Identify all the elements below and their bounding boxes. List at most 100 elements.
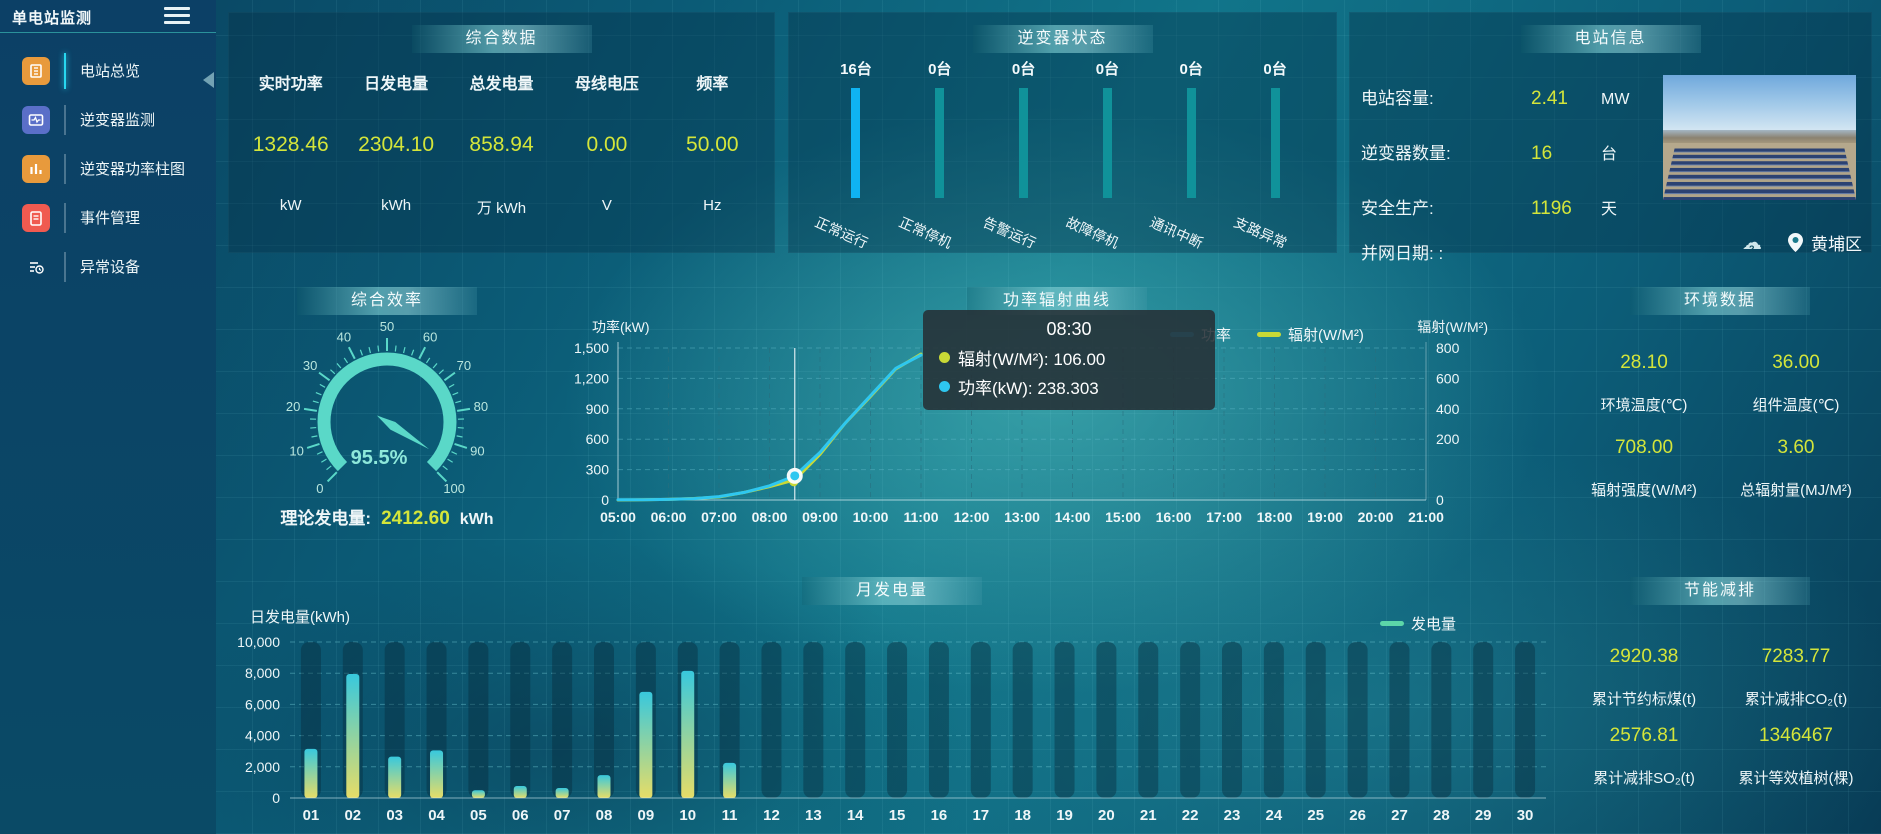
svg-text:09: 09: [638, 807, 655, 824]
metric-value: 708.00: [1614, 437, 1674, 458]
panel-title: 电站信息: [1520, 25, 1701, 53]
stat-value: 0.00: [586, 133, 628, 156]
svg-text:400: 400: [1436, 401, 1460, 417]
bar-day-03[interactable]: [388, 756, 402, 798]
stat-unit: 万 kWh: [476, 200, 527, 217]
svg-text:60: 60: [423, 329, 437, 344]
bar-shadow-track: [1138, 642, 1159, 798]
stat-unit: kWh: [381, 197, 412, 214]
location-pin-icon[interactable]: [1788, 233, 1803, 252]
status-count: 0台: [1095, 61, 1120, 78]
svg-text:10,000: 10,000: [237, 634, 280, 650]
panel-power-radiation-curve: 功率辐射曲线 05:00 06:00 07:00 08:00 09:00 10:00 11:…: [558, 274, 1556, 552]
bar-day-11[interactable]: [723, 762, 737, 798]
station-info-label: 安全生产:: [1361, 199, 1434, 218]
bar-day-02[interactable]: [346, 673, 360, 798]
metric-label: 累计减排CO₂(t): [1744, 691, 1848, 708]
stat-value: 1328.46: [252, 133, 329, 156]
svg-text:70: 70: [457, 358, 471, 373]
bar-day-06[interactable]: [513, 785, 527, 798]
bar-day-07[interactable]: [555, 788, 569, 798]
theoretical-generation-unit: kWh: [459, 511, 494, 528]
sidebar-menu: 电站总览 逆变器监测 逆变器功率柱图事件管理异常设备: [0, 46, 216, 291]
inverter-status-col-2[interactable]: 0台 告警运行: [980, 58, 1066, 251]
svg-text:20: 20: [286, 399, 300, 414]
inverter-monitor-icon: [22, 105, 50, 134]
tooltip-series-value: 辐射(W/M²): 106.00: [958, 350, 1106, 369]
status-count: 0台: [1179, 61, 1203, 78]
monthly-legend[interactable]: 发电量: [1380, 613, 1456, 634]
station-info-unit: 天: [1601, 201, 1618, 218]
sidebar-item-inverter-monitor[interactable]: 逆变器监测: [0, 95, 216, 144]
status-label: 故障停机: [1064, 213, 1122, 252]
sidebar-item-station-overview[interactable]: 电站总览: [0, 46, 216, 95]
sidebar-item-event-management[interactable]: 事件管理: [0, 193, 216, 242]
inverter-status-col-5[interactable]: 0台 支路异常: [1232, 58, 1317, 251]
summary-stat-2: 总发电量 858.94 万 kWh: [449, 70, 554, 218]
metric-value: 36.00: [1772, 352, 1820, 373]
svg-text:23: 23: [1224, 807, 1241, 824]
metric-cell-1: 36.00 组件温度(℃): [1720, 352, 1872, 415]
svg-text:30: 30: [1517, 807, 1534, 824]
metric-cell-2: 2576.81 累计减排SO₂(t): [1568, 725, 1720, 788]
panel-environment-data: 环境数据 28.10 环境温度(℃) 36.00 组件温度(℃) 708.00 辐射强度(…: [1568, 274, 1872, 552]
metric-label: 辐射强度(W/M²): [1591, 482, 1697, 499]
station-info-row-0: 电站容量: 2.41 MW: [1361, 84, 1629, 110]
panel-summary-data: 综合数据 实时功率 1328.46 kW 日发电量 2304.10 kWh 总发电量 858.…: [228, 12, 775, 253]
legend-item-generation[interactable]: 发电量: [1380, 613, 1456, 634]
monthly-generation-chart[interactable]: 0 2,000 4,000 6,000 8,000 10,000 日发电量(kWh) 01 02…: [228, 564, 1556, 826]
svg-text:14:00: 14:00: [1055, 509, 1091, 525]
sidebar-collapse-arrow[interactable]: [203, 72, 214, 88]
station-info-label: 并网日期: :: [1361, 244, 1444, 263]
inverter-status-col-3[interactable]: 0台故障停机: [1064, 58, 1149, 251]
svg-text:2,000: 2,000: [245, 759, 280, 775]
svg-text:800: 800: [1436, 340, 1460, 356]
legend-item-1[interactable]: 辐射(W/M²): [1257, 324, 1364, 345]
svg-text:12: 12: [763, 807, 780, 824]
panel-inverter-status: 逆变器状态 16台 正常运行 0台 正常停机 0台 告警运行 0台 故障停机 0台 通讯中断 0台支…: [788, 12, 1337, 253]
status-label: 告警运行: [980, 213, 1039, 252]
bar-day-05[interactable]: [471, 790, 485, 798]
sidebar-header: 单电站监测: [0, 0, 216, 33]
svg-text:20:00: 20:00: [1358, 509, 1394, 525]
power-hover-point: [790, 471, 800, 481]
stat-unit: kW: [279, 197, 302, 214]
panel-station-info: 电站信息 电站容量: 2.41 MW 逆变器数量: 16 台安全生产: 1196 天并网日期:…: [1349, 12, 1872, 263]
power-radiation-chart[interactable]: 05:00 06:00 07:00 08:00 09:00 10:00 11:00 12:00…: [558, 274, 1556, 552]
inverter-status-chart[interactable]: 16台 正常运行 0台 正常停机 0台 告警运行 0台 故障停机 0台 通讯中断 0台 支路异常: [813, 58, 1317, 251]
bar-day-01[interactable]: [304, 748, 318, 798]
bar-shadow-track: [1305, 642, 1326, 798]
overview-icon: [22, 56, 50, 85]
metric-cell-0: 2920.38 累计节约标煤(t): [1568, 646, 1720, 709]
bar-shadow-track: [1096, 642, 1117, 798]
inverter-status-col-4[interactable]: 0台 通讯中断: [1148, 58, 1233, 251]
svg-text:26: 26: [1349, 807, 1366, 824]
tooltip-row-1: 功率(kW): 238.303: [939, 374, 1199, 399]
svg-text:10: 10: [289, 443, 303, 458]
station-info-unit: 台: [1601, 146, 1618, 163]
status-label: 正常运行: [812, 213, 871, 252]
sidebar-item-label: 事件管理: [80, 210, 141, 227]
legend-swatch: [1380, 621, 1404, 626]
bar-day-10[interactable]: [681, 670, 695, 798]
event-management-icon: [22, 203, 50, 232]
sidebar-item-inverter-power-bars[interactable]: 逆变器功率柱图: [0, 144, 216, 193]
summary-stat-0: 实时功率 1328.46 kW: [238, 70, 343, 218]
svg-text:1,200: 1,200: [574, 370, 609, 386]
line-chart-svg: 05:00 06:00 07:00 08:00 09:00 10:00 11:00 12:00…: [574, 319, 1488, 525]
weather-unknown-icon[interactable]: ☁?: [1742, 231, 1762, 254]
efficiency-gauge[interactable]: 0 10 20 30 40 50 60 70 80 90 100 95.5%: [267, 310, 507, 520]
tooltip-series-dot: [939, 352, 950, 363]
inverter-power-bars-icon: [22, 154, 50, 183]
sidebar-item-abnormal-devices[interactable]: 异常设备: [0, 242, 216, 291]
inverter-status-col-0[interactable]: 16台 正常运行: [813, 58, 898, 251]
metric-value: 7283.77: [1761, 646, 1831, 667]
inverter-status-col-1[interactable]: 0台 正常停机: [897, 58, 982, 251]
panel-energy-savings: 节能减排 2920.38 累计节约标煤(t) 7283.77 累计减排CO₂(t) 25…: [1568, 564, 1872, 826]
bar-day-09[interactable]: [639, 691, 653, 798]
bar-day-08[interactable]: [597, 775, 611, 798]
svg-text:16:00: 16:00: [1156, 509, 1192, 525]
bar-day-04[interactable]: [430, 750, 444, 798]
hamburger-menu-icon[interactable]: [164, 7, 190, 28]
